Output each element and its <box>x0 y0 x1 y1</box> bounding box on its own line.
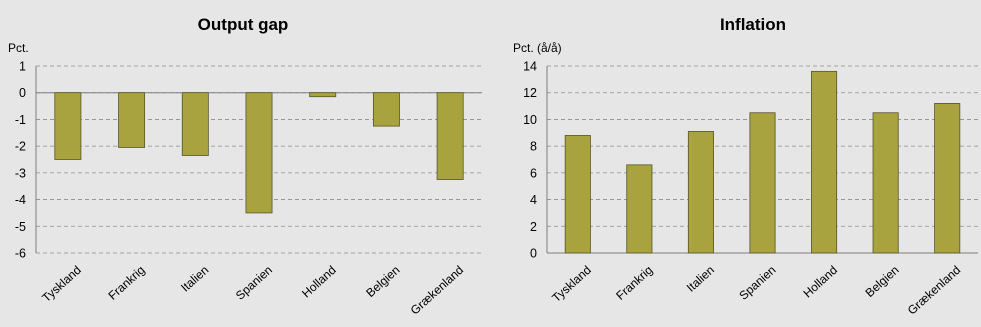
x-category-label-output-gap-5: Belgien <box>363 263 402 300</box>
x-category-label-output-gap-0: Tyskland <box>39 263 84 305</box>
x-category-label-output-gap-6: Grækenland <box>408 263 466 318</box>
y-tick-label-output-gap-6: -5 <box>15 220 26 234</box>
bar-inflation-grækenland <box>934 103 961 254</box>
chart-title-inflation: Inflation <box>720 15 786 34</box>
bar-inflation-frankrig <box>626 164 653 254</box>
bar-output-gap-holland <box>309 92 337 98</box>
bar-inflation-tyskland <box>564 135 591 254</box>
x-category-label-output-gap-2: Italien <box>178 263 211 295</box>
bar-inflation-italien <box>687 131 714 254</box>
y-tick-label-inflation-6: 2 <box>530 220 537 234</box>
chart-title-output-gap: Output gap <box>198 15 289 34</box>
y-tick-label-output-gap-5: -4 <box>15 193 26 207</box>
unit-label-inflation: Pct. (å/å) <box>513 41 562 55</box>
x-category-label-inflation-5: Belgien <box>863 263 902 300</box>
bar-output-gap-frankrig <box>118 92 146 148</box>
y-tick-label-output-gap-4: -3 <box>15 166 26 180</box>
bar-inflation-spanien <box>749 112 776 254</box>
x-category-label-inflation-2: Italien <box>684 263 717 295</box>
y-tick-label-inflation-7: 0 <box>530 247 537 261</box>
x-category-label-output-gap-4: Holland <box>299 263 339 301</box>
y-tick-label-output-gap-2: -1 <box>15 113 26 127</box>
y-tick-label-inflation-0: 14 <box>523 60 537 74</box>
y-tick-label-inflation-1: 12 <box>523 86 537 100</box>
unit-label-output-gap: Pct. <box>8 41 29 55</box>
x-category-label-inflation-6: Grækenland <box>905 263 963 318</box>
y-tick-label-output-gap-1: 0 <box>19 86 26 100</box>
bar-output-gap-belgien <box>372 92 400 127</box>
y-tick-label-inflation-5: 4 <box>530 193 537 207</box>
bar-inflation-belgien <box>872 112 899 254</box>
y-tick-label-inflation-3: 8 <box>530 140 537 154</box>
x-category-label-output-gap-1: Frankrig <box>106 263 148 303</box>
y-tick-label-inflation-2: 10 <box>523 113 537 127</box>
y-tick-label-output-gap-7: -6 <box>15 247 26 261</box>
x-category-label-output-gap-3: Spanien <box>233 263 275 303</box>
bar-inflation-holland <box>811 70 838 254</box>
y-tick-label-output-gap-3: -2 <box>15 140 26 154</box>
x-category-label-inflation-0: Tyskland <box>549 263 594 305</box>
x-category-label-inflation-1: Frankrig <box>613 263 655 303</box>
bar-output-gap-spanien <box>245 92 273 214</box>
y-tick-label-output-gap-0: 1 <box>19 60 26 74</box>
bar-output-gap-grækenland <box>436 92 464 180</box>
y-tick-label-inflation-4: 6 <box>530 166 537 180</box>
x-category-label-inflation-4: Holland <box>800 263 840 301</box>
x-category-label-inflation-3: Spanien <box>736 263 778 303</box>
bar-output-gap-tyskland <box>54 92 82 160</box>
bar-output-gap-italien <box>181 92 209 156</box>
